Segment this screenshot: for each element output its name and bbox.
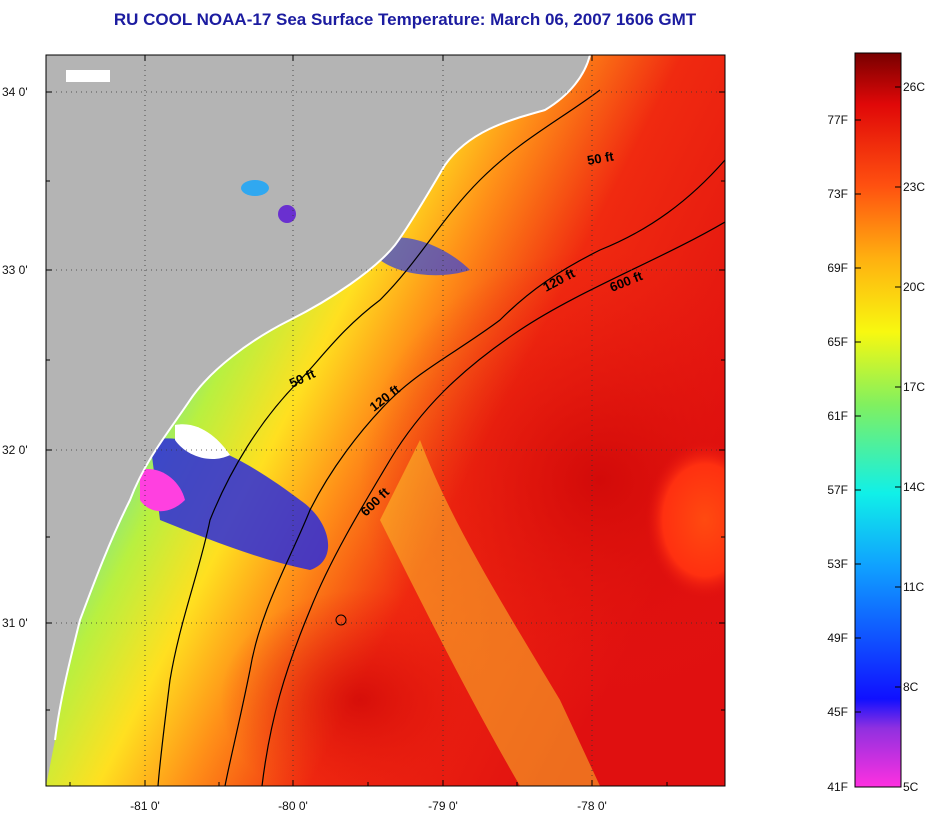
lon-label-81: -81 0' <box>130 799 160 813</box>
axis-ticks <box>46 55 725 786</box>
colorbar-f-57: 57F <box>827 483 848 497</box>
lat-label-33: 33 0' <box>2 263 28 277</box>
colorbar-f-73: 73F <box>827 187 848 201</box>
colorbar <box>855 53 901 787</box>
inland-lake-2 <box>278 205 296 223</box>
colorbar-f-53: 53F <box>827 557 848 571</box>
colorbar-ticks <box>855 86 901 713</box>
contour-50ft <box>157 89 601 786</box>
lon-label-78: -78 0' <box>577 799 607 813</box>
contour-120ft <box>224 159 725 786</box>
gulf-stream-warm-region <box>360 250 725 710</box>
lat-label-31: 31 0' <box>2 616 28 630</box>
coldest-water-patch <box>140 469 185 512</box>
lat-label-34: 34 0' <box>2 85 28 99</box>
colorbar-f-61: 61F <box>827 409 848 423</box>
lon-label-79: -79 0' <box>428 799 458 813</box>
lat-label-32: 32 0' <box>2 443 28 457</box>
inland-cloud <box>66 70 110 82</box>
colorbar-f-45: 45F <box>827 705 848 719</box>
contour-ring <box>335 614 347 626</box>
colorbar-frame <box>854 52 902 788</box>
cold-plume <box>150 438 329 570</box>
colorbar-f-69: 69F <box>827 261 848 275</box>
warm-eddy <box>645 440 725 600</box>
lon-label-80: -80 0' <box>278 799 308 813</box>
map-frame <box>45 54 726 787</box>
map-title: RU COOL NOAA-17 Sea Surface Temperature:… <box>113 10 697 29</box>
colorbar-f-49: 49F <box>827 631 848 645</box>
warm-region-south <box>220 590 500 786</box>
contour-600ft <box>261 221 725 786</box>
colorbar-f-65: 65F <box>827 335 848 349</box>
land-area <box>46 55 590 786</box>
colorbar-f-41: 41F <box>827 780 848 794</box>
cool-filament <box>380 440 600 786</box>
contour-label-50ft-north: 50 ft <box>586 148 616 168</box>
colorbar-c-8: 8C <box>903 680 919 694</box>
inland-lake <box>241 180 269 196</box>
coastline <box>54 55 591 741</box>
colorbar-c-11: 11C <box>903 580 924 594</box>
colorbar-c-14: 14C <box>903 480 925 494</box>
colorbar-c-20: 20C <box>903 280 925 294</box>
colorbar-f-77: 77F <box>827 113 848 127</box>
colorbar-c-5: 5C <box>903 780 919 794</box>
grid-lines <box>46 55 725 786</box>
cold-patch-north <box>380 237 470 276</box>
colorbar-c-23: 23C <box>903 180 925 194</box>
colorbar-c-17: 17C <box>903 380 925 394</box>
colorbar-c-26: 26C <box>903 80 925 94</box>
